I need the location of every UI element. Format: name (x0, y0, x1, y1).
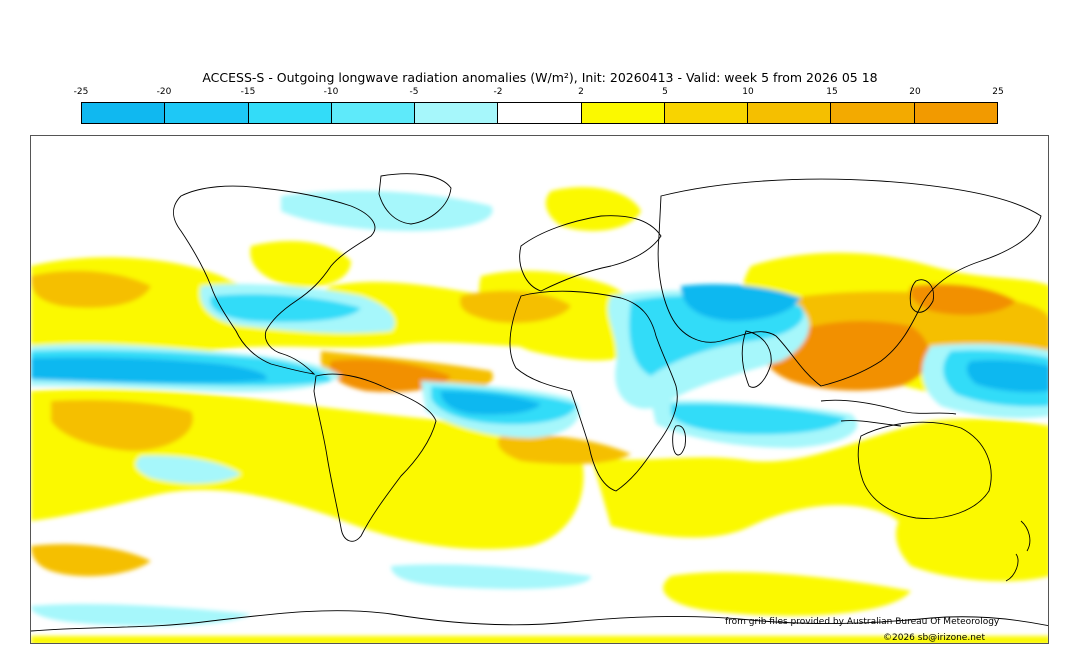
madagascar-coast (672, 425, 686, 456)
anomaly-positive-region (31, 544, 151, 577)
anomaly-positive-region (250, 241, 351, 288)
world-map (30, 135, 1049, 644)
anomaly-negative-strong (681, 284, 801, 321)
colorbar-tick: -2 (493, 87, 503, 97)
asia-coast (657, 178, 1042, 387)
colorbar-tick: -25 (73, 87, 89, 97)
anomaly-positive-region (460, 290, 571, 323)
anomaly-negative-region (391, 564, 591, 590)
japan-coast (909, 279, 934, 313)
europe-coast (519, 215, 662, 292)
colorbar-tick: 5 (662, 87, 668, 97)
colorbar-tick: 2 (578, 87, 584, 97)
anomaly-field (31, 187, 1048, 643)
colorbar-segment (748, 103, 832, 123)
africa-coast (509, 290, 678, 492)
north-america-coast (173, 185, 376, 375)
colorbar-segment (914, 103, 997, 123)
colorbar-tick: -10 (323, 87, 339, 97)
anomaly-positive-region (896, 505, 1048, 582)
anomaly-negative-region (281, 190, 493, 231)
anomaly-positive-region (663, 571, 911, 616)
anomaly-positive-region (31, 270, 151, 308)
anomaly-negative-region (135, 455, 241, 484)
new-zealand-coast (1005, 520, 1031, 582)
colorbar-tick: -15 (240, 87, 256, 97)
colorbar-tick-labels: -25 -20 -15 -10 -5 -2 2 5 10 15 20 25 (0, 87, 1080, 99)
colorbar-tick: 15 (826, 87, 838, 97)
coastlines (31, 173, 1048, 632)
anomaly-positive-strong (330, 359, 451, 393)
map-title: ACCESS-S - Outgoing longwave radiation a… (202, 70, 878, 85)
colorbar-tick: -5 (409, 87, 419, 97)
anomaly-positive-region (545, 187, 641, 231)
colorbar-segment (831, 103, 915, 123)
anomaly-negative-strong (31, 357, 267, 383)
anomaly-negative-region (671, 403, 846, 435)
anomaly-positive-region (31, 636, 1048, 643)
colorbar-tick: -20 (156, 87, 172, 97)
anomaly-negative-strong (440, 391, 541, 415)
anomaly-negative-region (31, 603, 251, 626)
antarctica-coast (31, 610, 1048, 632)
colorbar-segment (664, 103, 749, 123)
colorbar-segment (581, 103, 665, 123)
colorbar (81, 102, 998, 124)
anomaly-positive-region (497, 434, 631, 465)
colorbar-segment (498, 103, 582, 123)
greenland-coast (378, 173, 452, 225)
colorbar-segment (165, 103, 249, 123)
australia-coast (857, 421, 992, 519)
data-source-credit: from grib files provided by Australian B… (725, 617, 1000, 627)
colorbar-segment (82, 103, 166, 123)
colorbar-tick: 10 (742, 87, 754, 97)
colorbar-segment (415, 103, 499, 123)
anomaly-positive-region (51, 399, 193, 451)
colorbar-tick: 20 (909, 87, 921, 97)
colorbar-segment (248, 103, 332, 123)
anomaly-map-svg (31, 173, 1048, 643)
copyright-credit: ©2026 sb@irizone.net (883, 633, 985, 643)
india-coast (741, 330, 772, 388)
indonesia-coast (820, 399, 957, 427)
anomaly-positive-strong (765, 321, 930, 391)
south-america-coast (313, 373, 437, 542)
colorbar-tick: 25 (992, 87, 1004, 97)
anomaly-positive-strong (909, 284, 1016, 315)
colorbar-segment (331, 103, 416, 123)
anomaly-negative-strong (966, 359, 1048, 393)
